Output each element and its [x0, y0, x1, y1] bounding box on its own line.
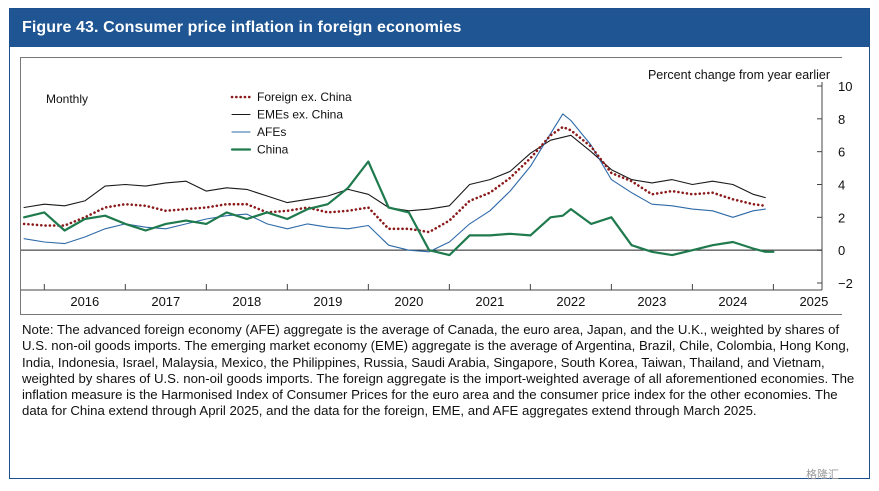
- x-tick-label: 2021: [475, 294, 504, 309]
- y-tick-label: 0: [838, 243, 845, 258]
- y-axis-title: Percent change from year earlier: [648, 68, 830, 82]
- y-tick-label: −2: [838, 276, 853, 291]
- y-tick-label: 4: [838, 178, 845, 193]
- legend-label: EMEs ex. China: [257, 108, 343, 122]
- x-tick-label: 2016: [70, 294, 99, 309]
- figure-note: Note: The advanced foreign economy (AFE)…: [22, 322, 855, 419]
- legend-label: AFEs: [257, 125, 286, 139]
- x-tick-label: 2020: [394, 294, 423, 309]
- watermark: 格隆汇: [806, 469, 839, 481]
- legend-label: China: [257, 143, 289, 157]
- x-tick-label: 2024: [718, 294, 747, 309]
- figure-frame: [9, 8, 870, 479]
- legend-label: Foreign ex. China: [257, 90, 352, 104]
- figure-title: Figure 43. Consumer price inflation in f…: [22, 19, 462, 36]
- y-tick-label: 8: [838, 112, 845, 127]
- series-line-emes-ex-china: [23, 134, 766, 212]
- series-line-foreign-ex-china: [22, 125, 767, 234]
- plot-frame: [20, 57, 842, 315]
- series-line-china: [23, 160, 775, 257]
- x-tick-label: 2023: [637, 294, 666, 309]
- x-tick-label: 2019: [313, 294, 342, 309]
- title-bar: [10, 9, 869, 47]
- x-tick-label: 2022: [556, 294, 585, 309]
- x-tick-label: 2017: [151, 294, 180, 309]
- y-tick-label: 10: [838, 79, 852, 94]
- y-tick-label: 6: [838, 145, 845, 160]
- frequency-label: Monthly: [46, 92, 88, 106]
- x-tick-label: 2018: [232, 294, 261, 309]
- y-tick-label: 2: [838, 210, 845, 225]
- x-tick-label: 2025: [799, 294, 828, 309]
